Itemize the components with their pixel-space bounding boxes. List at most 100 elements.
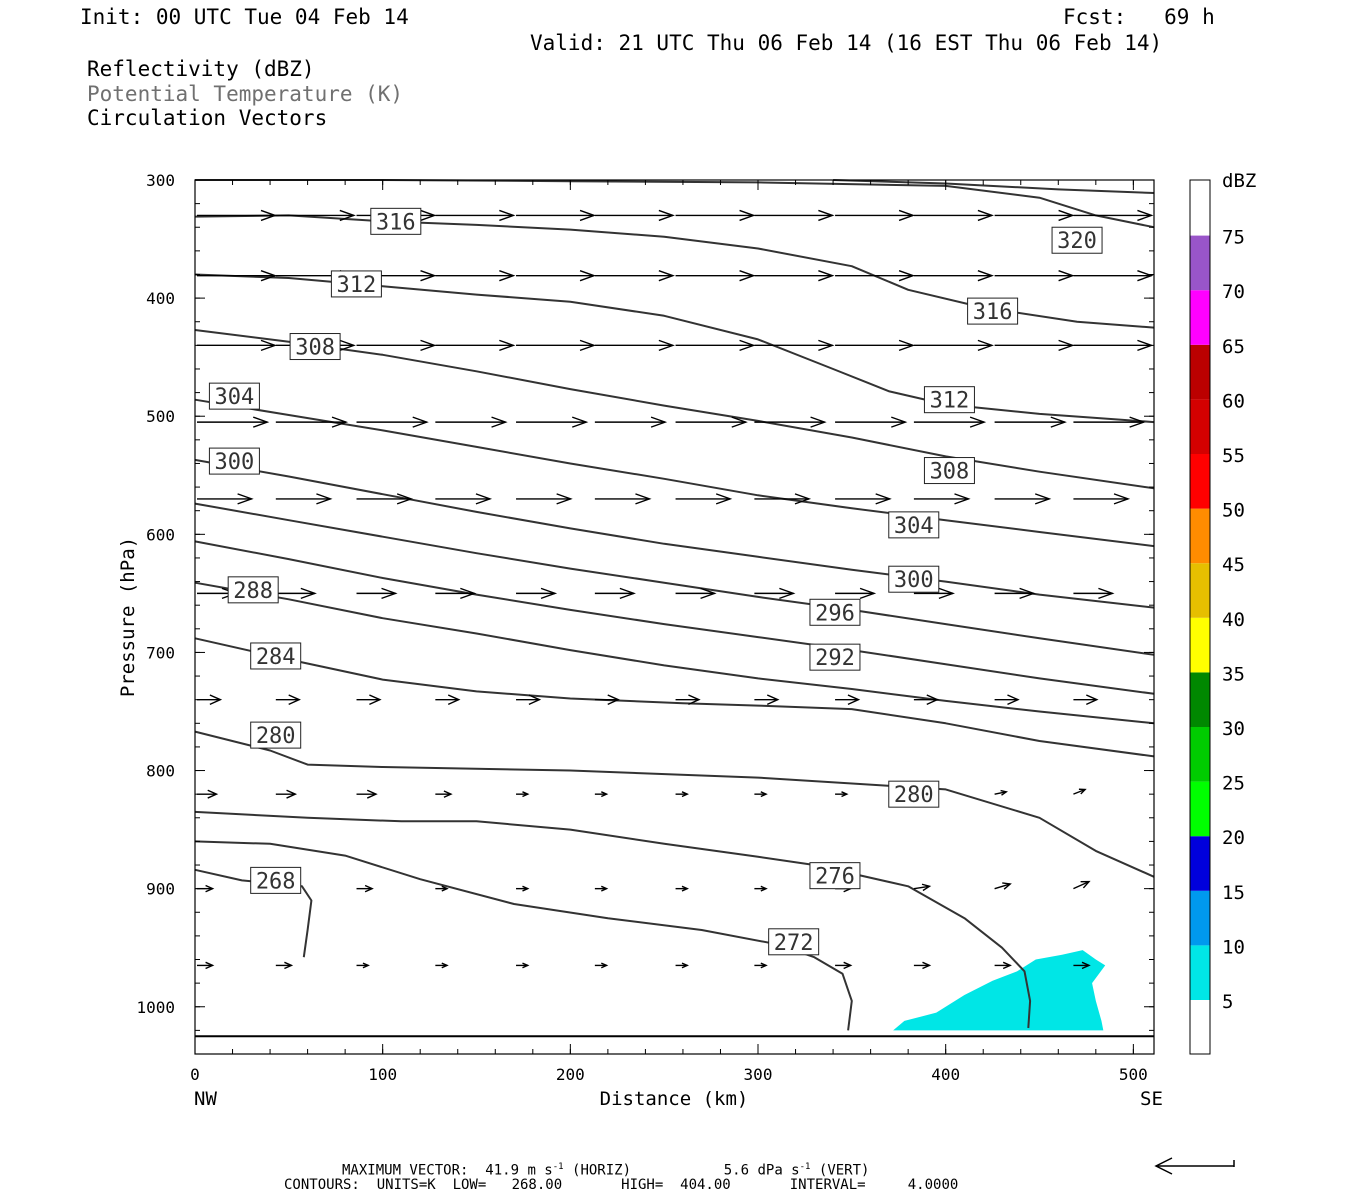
circulation-vector [356, 962, 370, 969]
circulation-vector [275, 493, 333, 505]
circulation-vector [435, 416, 508, 428]
circulation-vector [835, 587, 877, 600]
circulation-vector [356, 694, 382, 705]
plot-frame [194, 179, 1155, 1055]
circulation-vector [435, 587, 477, 600]
theta-contour-300 [194, 458, 1155, 609]
contour-label: 300 [208, 447, 260, 475]
contour-label: 292 [809, 643, 861, 671]
y-tick-label: 800 [146, 762, 175, 781]
circulation-vector [913, 587, 955, 600]
circulation-vector [435, 694, 461, 705]
colorbar-title: dBZ [1222, 170, 1256, 192]
y-tick-label: 400 [146, 289, 175, 308]
circulation-vector [675, 962, 689, 969]
circulation-vector [516, 270, 597, 282]
circulation-vector [594, 587, 636, 600]
theta-contour-272 [194, 840, 853, 1031]
x-right-end-label: SE [1140, 1088, 1163, 1110]
valid-time: Valid: 21 UTC Thu 06 Feb 14 (16 EST Thu … [530, 31, 1163, 55]
x-tick-label: 400 [931, 1065, 960, 1084]
circulation-vector [275, 961, 294, 970]
y-tick-label: 500 [146, 407, 175, 426]
circulation-vector [675, 209, 756, 222]
contour-label: 316 [370, 207, 422, 235]
colorbar-swatch [1190, 945, 1210, 1000]
vert-tag: (VERT) [818, 1162, 870, 1179]
contour-label: 280 [250, 721, 302, 749]
circulation-vector [913, 961, 932, 970]
theta-contour-284 [194, 637, 1155, 758]
colorbar-tick-label: 30 [1222, 718, 1245, 740]
forecast-hour: Fcst: 69 h [1063, 5, 1215, 29]
x-tick-label: 0 [190, 1065, 200, 1084]
svg-text:268: 268 [256, 869, 296, 894]
circulation-vector [994, 694, 1020, 705]
circulation-vector [754, 885, 768, 892]
circulation-vector [1073, 493, 1131, 505]
circulation-vector [1073, 694, 1099, 705]
contour-label: 272 [768, 928, 820, 956]
circulation-vector [675, 493, 733, 505]
circulation-vector [675, 270, 756, 282]
circulation-vector [435, 270, 516, 282]
circulation-vector [994, 882, 1012, 890]
colorbar-swatch [1190, 290, 1210, 345]
colorbar-swatch [1190, 508, 1210, 564]
circulation-vector [516, 493, 573, 505]
colorbar-border [1189, 179, 1211, 1055]
svg-text:316: 316 [376, 210, 416, 235]
svg-text:296: 296 [815, 601, 855, 626]
circulation-vector [197, 961, 215, 970]
circulation-vector [835, 339, 916, 352]
colorbar-swatch [1190, 399, 1210, 454]
reference-vector-arrow [1154, 1157, 1235, 1175]
circulation-vector [275, 587, 317, 600]
circulation-vector [516, 416, 589, 428]
circulation-vector [994, 416, 1067, 428]
circulation-vector [754, 270, 835, 282]
contour-label: 304 [888, 511, 940, 539]
colorbar-tick-label: 20 [1222, 827, 1245, 849]
axes-layer: Pressure (hPa) Distance (km) NW SE 300 40… [117, 171, 1163, 1110]
circulation-vector [994, 209, 1075, 222]
contour-info: CONTOURS: UNITS=K LOW= 268.00 HIGH= 404.… [284, 1177, 959, 1193]
colorbar-swatch [1190, 235, 1210, 291]
vert-exp: -1 [799, 1162, 811, 1172]
reflectivity-layer [893, 950, 1106, 1031]
svg-text:320: 320 [1057, 229, 1097, 254]
svg-text:300: 300 [894, 568, 934, 593]
circulation-vectors-layer [197, 209, 1154, 970]
svg-text:308: 308 [930, 460, 970, 485]
circulation-vector [675, 791, 689, 798]
max-vector-label: MAXIMUM VECTOR: [342, 1162, 469, 1179]
svg-text:304: 304 [215, 385, 255, 410]
colorbar-tick-label: 15 [1222, 882, 1245, 904]
colorbar-tick-label: 55 [1222, 445, 1245, 467]
circulation-vector [356, 884, 374, 893]
circulation-vector [275, 789, 298, 799]
circulation-vector [516, 885, 530, 892]
x-tick-label: 100 [368, 1065, 397, 1084]
circulation-vector [994, 789, 1008, 796]
contour-label: 288 [227, 576, 279, 604]
colorbar-tick-label: 45 [1222, 554, 1245, 576]
circulation-vector [197, 694, 223, 705]
circulation-vector [1073, 270, 1154, 282]
colorbar-tick-label: 25 [1222, 773, 1245, 795]
circulation-vector [913, 339, 994, 352]
circulation-vector [913, 883, 932, 892]
horiz-tag: (HORIZ) [572, 1162, 632, 1179]
colorbar-swatch [1190, 563, 1210, 618]
colorbar-swatch [1190, 836, 1210, 891]
contour-label: 300 [888, 565, 940, 593]
colorbar-tick-label: 40 [1222, 609, 1245, 631]
circulation-vector [675, 885, 689, 892]
svg-text:280: 280 [256, 724, 296, 749]
theta-contour-324 [833, 179, 1155, 194]
reflectivity-region [893, 950, 1106, 1031]
y-tick-label: 900 [146, 880, 175, 899]
contour-labels-layer: 316 312 308 304 300 288 284 280 268 320 316 312 308 3… [208, 207, 1103, 956]
colorbar-tick-label: 60 [1222, 390, 1245, 412]
